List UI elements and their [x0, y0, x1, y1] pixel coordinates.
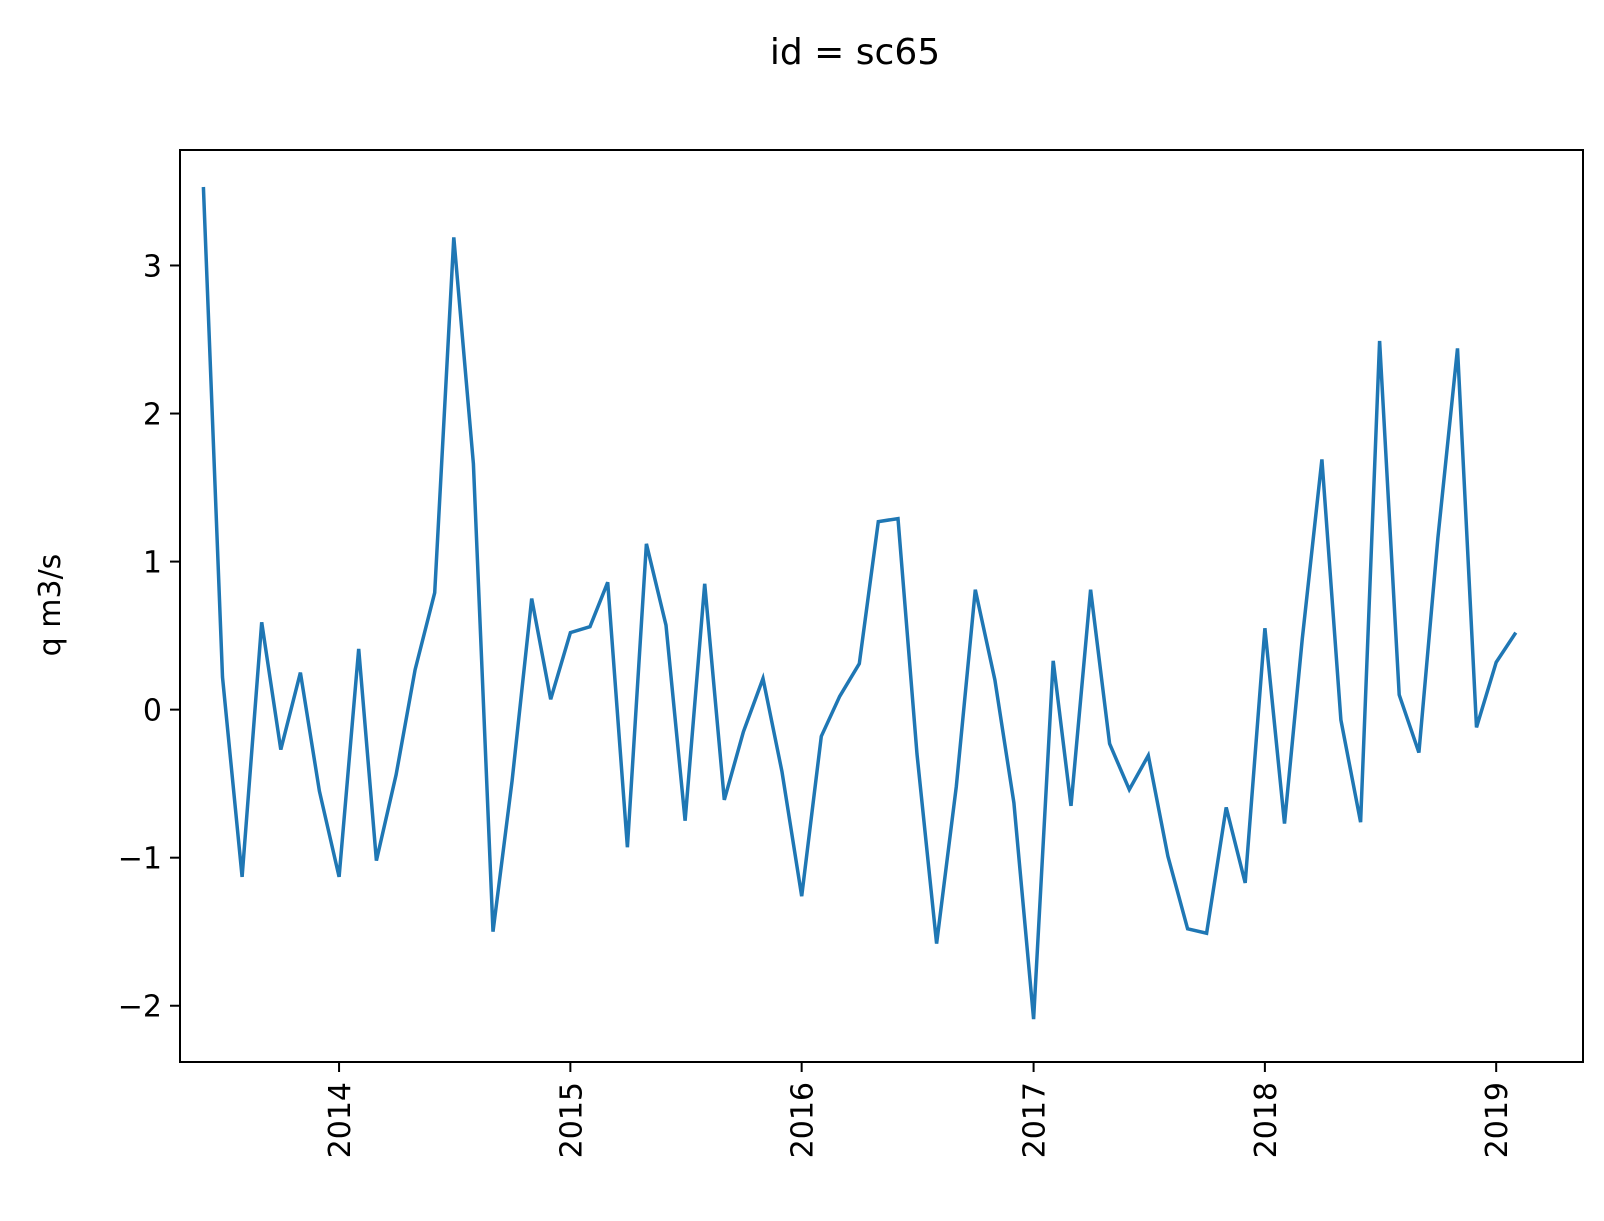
y-tick-label: −1: [118, 842, 162, 877]
y-tick-label: −2: [118, 990, 162, 1025]
y-tick-label: 2: [143, 398, 162, 433]
x-tick-label: 2017: [1018, 1082, 1053, 1158]
x-tick-label: 2018: [1249, 1082, 1284, 1158]
y-tick-label: 1: [143, 546, 162, 581]
plot-frame: [179, 149, 1584, 1063]
data-series-line: [201, 186, 1518, 1020]
x-tick-label: 2015: [554, 1082, 589, 1158]
y-tick-label: 0: [143, 694, 162, 729]
chart-title: id = sc65: [770, 32, 940, 73]
x-axis-ticks: 2014 2015 2016 2017 2018 2019: [323, 1062, 1515, 1158]
y-axis-ticks: −2 −1 0 1 2 3: [118, 249, 180, 1025]
y-tick-label: 3: [143, 249, 162, 284]
x-tick-label: 2016: [786, 1082, 821, 1158]
x-tick-label: 2019: [1480, 1082, 1515, 1158]
x-tick-label: 2014: [323, 1082, 358, 1158]
y-axis-label: q m3/s: [33, 554, 68, 657]
